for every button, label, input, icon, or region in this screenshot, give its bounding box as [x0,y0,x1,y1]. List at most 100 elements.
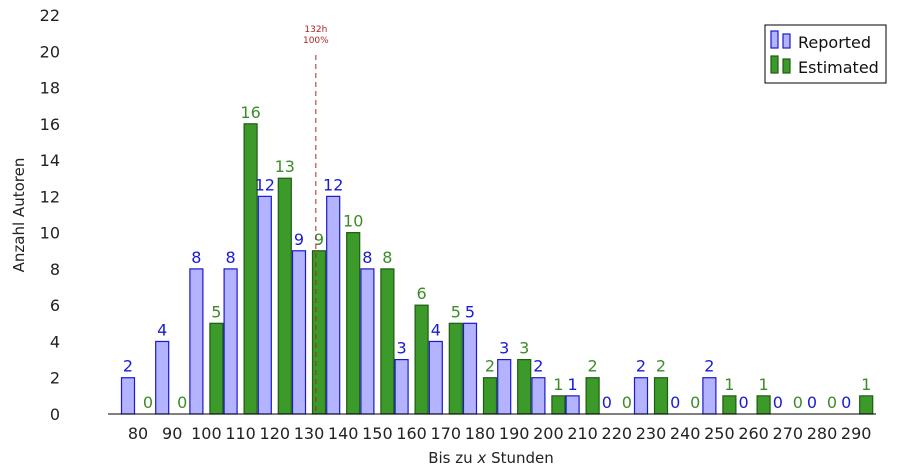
bar-estimated-260 [756,395,771,415]
data-label-estimated-160: 6 [417,284,427,303]
bar-estimated-230 [653,377,669,415]
bar-estimated-110 [243,123,258,415]
x-tick-label-170: 170 [431,424,462,443]
data-label-reported-290: 0 [841,393,851,412]
data-label-reported-260: 0 [739,393,749,412]
bar-reported-130 [291,250,307,415]
y-tick-label-6: 6 [50,296,60,315]
x-tick-label-240: 240 [670,424,701,443]
bar-reported-200 [531,377,546,415]
y-axis-label: Anzahl Autoren [10,158,28,273]
data-label-estimated-100: 5 [211,302,221,321]
legend-swatch-reported [782,33,791,49]
legend-label-estimated: Estimated [798,58,879,77]
x-tick-label-270: 270 [773,424,804,443]
bar-reported-250 [702,377,717,415]
data-label-estimated-290: 1 [861,375,871,394]
bar-reported-160 [394,358,409,415]
y-tick-label-16: 16 [40,115,60,134]
y-tick-label-4: 4 [50,332,60,351]
bar-estimated-290 [859,395,874,415]
bar-estimated-250 [722,395,737,415]
data-label-reported-230: 2 [636,357,646,376]
data-label-reported-200: 2 [533,357,543,376]
x-tick-label-200: 200 [533,424,564,443]
x-tick-label-120: 120 [260,424,291,443]
data-label-estimated-120: 13 [275,157,295,176]
bar-estimated-170 [448,322,463,415]
legend: Reported Estimated [764,24,887,84]
data-label-estimated-170: 5 [451,302,461,321]
y-tick-label-8: 8 [50,260,60,279]
legend-swatch-estimated [770,55,779,74]
data-label-estimated-230: 2 [656,357,666,376]
x-tick-label-180: 180 [465,424,496,443]
data-label-estimated-80: 0 [143,393,153,412]
data-label-reported-120: 12 [255,175,275,194]
bar-reported-170 [428,340,443,415]
bar-estimated-120 [277,177,292,415]
y-tick-label-20: 20 [40,42,60,61]
y-tick-label-2: 2 [50,369,60,388]
reference-label-hours: 132h [304,25,327,35]
data-label-estimated-180: 2 [485,357,495,376]
bar-estimated-100 [209,322,224,415]
y-tick-label-12: 12 [40,187,60,206]
data-label-estimated-220: 0 [622,393,632,412]
data-label-estimated-110: 16 [240,103,260,122]
bar-reported-230 [633,377,649,415]
bar-estimated-210 [585,377,600,415]
bar-reported-110 [223,268,238,415]
x-tick-label-290: 290 [841,424,872,443]
data-label-reported-80: 2 [123,357,133,376]
data-label-reported-140: 12 [323,175,343,194]
x-tick-label-220: 220 [602,424,633,443]
y-tick-label-10: 10 [40,224,60,243]
x-tick-label-160: 160 [396,424,427,443]
data-label-estimated-200: 1 [553,375,563,394]
bar-estimated-200 [551,395,566,415]
x-tick-label-210: 210 [567,424,598,443]
x-tick-label-100: 100 [191,424,222,443]
data-label-reported-100: 8 [191,248,201,267]
data-label-estimated-240: 0 [690,393,700,412]
bar-estimated-160 [414,304,429,415]
bar-reported-80 [120,377,136,415]
bar-estimated-140 [346,232,361,415]
data-label-reported-130: 9 [294,230,304,249]
x-tick-label-140: 140 [328,424,359,443]
data-label-reported-220: 0 [602,393,612,412]
bar-reported-140 [326,195,341,415]
bar-reported-90 [155,340,170,415]
data-label-reported-240: 0 [670,393,680,412]
data-label-reported-160: 3 [397,339,407,358]
data-label-reported-250: 2 [704,357,714,376]
x-tick-label-130: 130 [294,424,325,443]
data-label-estimated-250: 1 [724,375,734,394]
data-label-estimated-130: 9 [314,230,324,249]
bar-reported-210 [565,395,580,415]
data-label-reported-280: 0 [807,393,817,412]
x-tick-label-190: 190 [499,424,530,443]
bar-reported-190 [497,358,512,415]
legend-label-reported: Reported [798,33,871,52]
data-label-estimated-280: 0 [827,393,837,412]
x-tick-label-230: 230 [636,424,667,443]
bar-reported-150 [360,268,375,415]
x-tick-label-110: 110 [225,424,256,443]
data-label-reported-270: 0 [773,393,783,412]
y-tick-label-14: 14 [40,151,60,170]
bar-reported-100 [189,268,204,415]
data-label-estimated-140: 10 [343,212,363,231]
x-tick-label-90: 90 [162,424,182,443]
y-tick-label-0: 0 [50,405,60,424]
bar-estimated-130 [311,250,327,415]
legend-swatch-estimated [782,58,791,74]
x-tick-label-150: 150 [362,424,393,443]
data-label-reported-170: 4 [431,320,441,339]
data-label-reported-90: 4 [157,320,167,339]
data-label-reported-210: 1 [568,375,578,394]
bar-reported-120 [257,195,272,415]
legend-swatch-reported [770,30,779,49]
